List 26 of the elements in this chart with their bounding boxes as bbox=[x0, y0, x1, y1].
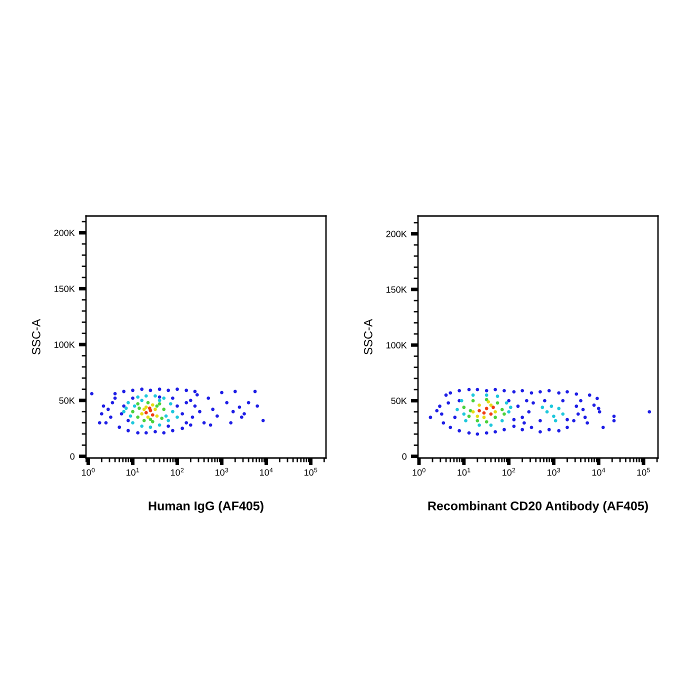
y-tick-label: 100K bbox=[54, 342, 75, 348]
x-tick-label: 10$^{3}$ bbox=[215, 468, 228, 476]
y-tick-label: 200K bbox=[54, 230, 75, 236]
y-axis-title: SSC-A bbox=[32, 318, 40, 355]
y-tick-label: 150K bbox=[386, 286, 407, 293]
x-tick-label: 10$^{0}$ bbox=[82, 468, 95, 476]
x-tick-label: 10$^{1}$ bbox=[126, 468, 140, 476]
x-axis-title: Human IgG (AF405) bbox=[148, 501, 264, 513]
x-tick-label: 10$^{1}$ bbox=[458, 468, 470, 476]
x-tick-label: 10$^{2}$ bbox=[502, 468, 516, 476]
y-tick-label: 100K bbox=[386, 342, 407, 348]
y-tick-label: 50K bbox=[59, 397, 75, 404]
y-tick-label: 200K bbox=[386, 230, 407, 238]
x-tick-label: 10$^{0}$ bbox=[412, 468, 426, 476]
y-tick-label: 0 bbox=[402, 453, 407, 460]
x-tick-label: 10$^{4}$ bbox=[260, 468, 273, 476]
x-tick-label: 10$^{4}$ bbox=[592, 468, 606, 476]
y-tick-label: 50K bbox=[391, 398, 407, 404]
y-tick-label: 0 bbox=[70, 453, 75, 460]
x-axis-title: Recombinant CD20 Antibody (AF405) bbox=[428, 501, 648, 513]
x-tick-label: 10$^{3}$ bbox=[547, 468, 560, 476]
x-tick-label: 10$^{5}$ bbox=[304, 468, 318, 476]
y-axis-title: SSC-A bbox=[364, 318, 372, 355]
y-tick-label: 150K bbox=[54, 286, 75, 292]
x-tick-label: 10$^{2}$ bbox=[170, 468, 184, 476]
x-tick-label: 10$^{5}$ bbox=[637, 468, 650, 476]
